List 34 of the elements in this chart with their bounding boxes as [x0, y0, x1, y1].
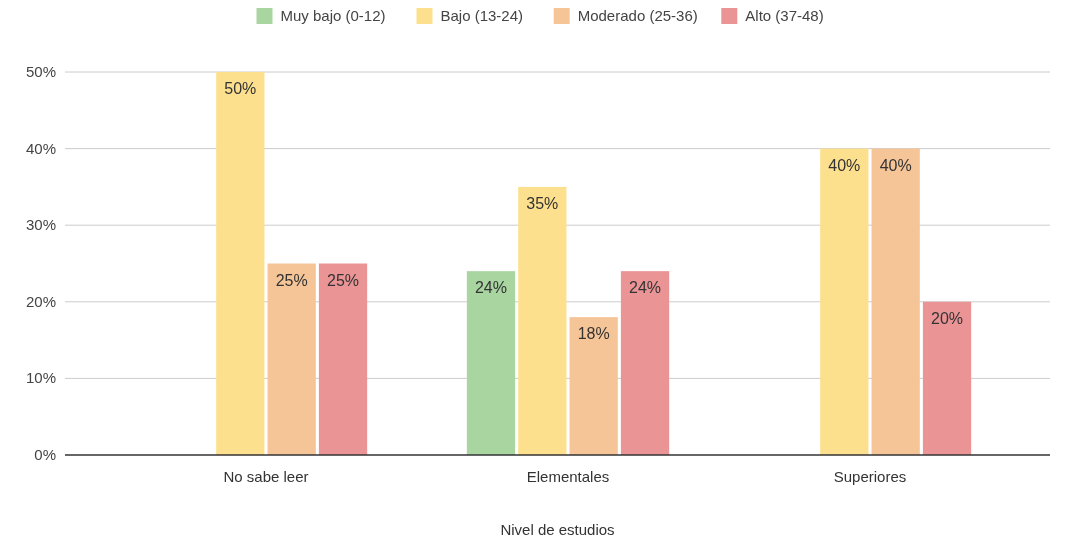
x-axis-title: Nivel de estudios	[500, 521, 615, 538]
data-label: 40%	[828, 156, 861, 174]
legend-label: Moderado (25-36)	[577, 7, 698, 24]
x-tick-label: Elementales	[526, 468, 610, 485]
bar	[620, 271, 670, 455]
y-tick-label: 50%	[25, 63, 56, 80]
y-tick-label: 0%	[34, 446, 56, 463]
data-label: 24%	[474, 279, 507, 297]
legend-label: Muy bajo (0-12)	[280, 7, 386, 24]
y-tick-label: 20%	[25, 292, 56, 310]
data-label: 25%	[275, 271, 308, 289]
bar	[569, 317, 618, 455]
legend-label: Bajo (13-24)	[440, 7, 524, 24]
data-label: 50%	[224, 80, 257, 97]
bar	[518, 186, 567, 455]
x-tick-label: No sabe leer	[223, 468, 309, 485]
data-label: 25%	[327, 271, 360, 289]
bar	[216, 72, 265, 455]
bar	[267, 263, 316, 455]
data-label: 35%	[526, 194, 559, 212]
data-label: 20%	[931, 309, 964, 327]
x-tick-label: Superiores	[833, 468, 907, 485]
y-tick-label: 30%	[25, 216, 56, 234]
y-tick-label: 10%	[25, 369, 56, 387]
bar	[466, 271, 516, 455]
bar	[820, 148, 869, 455]
bar	[922, 301, 972, 455]
data-label: 18%	[577, 325, 610, 343]
y-tick-label: 40%	[25, 139, 56, 157]
bar	[318, 263, 368, 455]
legend-label: Alto (37-48)	[745, 7, 824, 24]
data-label: 40%	[879, 156, 912, 174]
bar	[871, 148, 920, 455]
data-label: 24%	[629, 279, 662, 297]
